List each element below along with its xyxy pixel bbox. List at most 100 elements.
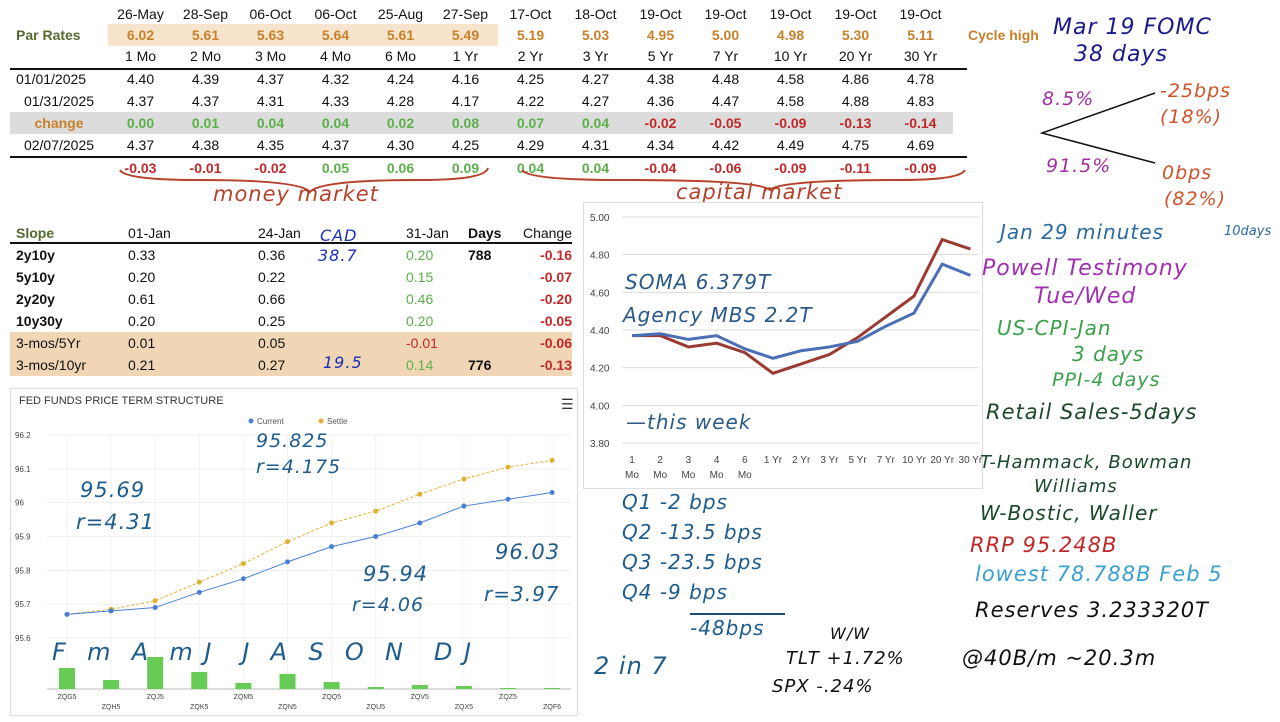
data-point-settle	[549, 457, 555, 463]
fomc-tree	[1039, 92, 1156, 164]
rate-cell: 0.04	[238, 112, 303, 134]
data-point-current	[285, 559, 290, 565]
ff-note-2: 95.825	[256, 430, 329, 452]
x-tick-label: 6	[742, 455, 748, 466]
x-tick-label: ZQV5	[411, 694, 429, 701]
rrp-note: RRP 95.248B	[970, 533, 1118, 557]
weekly-change-cell: 0.09	[451, 160, 480, 176]
data-point-current	[461, 503, 467, 509]
cycle-high-dates-row: 26-May 28-Sep 06-Oct 06-Oct 25-Aug 27-Sep 17-O…	[10, 3, 953, 25]
rate-cell: 4.40	[126, 71, 155, 87]
data-point-current	[329, 544, 335, 550]
spx-note: SPX -.24%	[772, 676, 874, 697]
rate-cell: 4.47	[711, 93, 740, 109]
slope-label: 3-mos/5Yr	[16, 335, 81, 351]
speakers-tue-note: T-Hammack, Bowman	[980, 452, 1193, 473]
x-tick-label: ZQX5	[455, 704, 473, 711]
cycle-date: 25-Aug	[377, 6, 424, 22]
powell-note: Powell Testimony	[982, 256, 1188, 281]
tenor-header: 2 Mo	[189, 48, 222, 64]
y-tick-label: 95.8	[15, 566, 31, 575]
rate-cell: 4.48	[711, 71, 740, 87]
slope-days	[468, 332, 518, 354]
rate-cell: 4.38	[191, 137, 220, 153]
data-point-current	[417, 520, 423, 526]
y-tick-label: 4.40	[590, 326, 610, 337]
pace-note: @40B/m ~20.3m	[962, 646, 1157, 670]
x-tick-label: 30 Yr	[959, 455, 983, 466]
x-tick-label-2: Mo	[710, 470, 724, 481]
row-label: 02/07/2025	[23, 137, 95, 153]
cycle-date: 17-Oct	[509, 6, 552, 22]
cycle-date: 28-Sep	[182, 6, 229, 22]
x-tick-label-2: Mo	[625, 470, 639, 481]
prob-hold-note: 91.5%	[1046, 155, 1112, 177]
rate-cell: 4.30	[386, 137, 415, 153]
row-label: 01/31/2025	[23, 93, 95, 109]
slope-label: 2y10y	[16, 247, 55, 263]
data-point-current	[152, 605, 158, 611]
ff-note-1: 95.69	[80, 478, 146, 502]
rate-cell: 4.25	[451, 137, 480, 153]
weekly-change-cell: -0.04	[644, 160, 677, 176]
volume-bar	[323, 682, 340, 689]
rate-cell: -0.02	[628, 112, 693, 134]
slope-jan01: 0.01	[128, 335, 156, 351]
slope-jan24: 0.22	[258, 269, 286, 285]
cycle-date: 18-Oct	[574, 6, 617, 22]
x-tick-label: ZQN5	[278, 704, 297, 711]
cpi-days-note: 3 days	[1072, 342, 1145, 366]
tenor-header: 1 Mo	[124, 48, 157, 64]
x-tick-label-2: Mo	[653, 470, 667, 481]
data-point-current	[373, 534, 379, 539]
legend-marker	[318, 418, 324, 424]
rate-cell: 4.58	[776, 93, 805, 109]
cad-value-note: 38.7	[318, 246, 358, 265]
chart-menu-icon[interactable]: ☰	[561, 396, 574, 412]
slope-row: 2y20y 0.61 0.66 0.46 -0.20	[10, 288, 572, 310]
slope-days	[468, 310, 518, 332]
row-label: change	[10, 112, 108, 134]
money-market-brace	[119, 167, 489, 194]
rate-cell: 4.75	[841, 137, 870, 153]
slope-jan31: 0.14	[406, 357, 434, 373]
slope-jan31: 0.15	[406, 269, 434, 285]
volume-bar	[367, 687, 384, 689]
q3-note: Q3 -23.5 bps	[622, 550, 763, 574]
rate-cell: 4.36	[646, 93, 675, 109]
minutes-note: Jan 29 minutes	[1000, 220, 1164, 244]
slope-header-cell: Change	[522, 225, 572, 241]
volume-bar	[191, 672, 208, 689]
rate-cell: 4.24	[386, 71, 415, 87]
par-rate: 5.61	[173, 24, 238, 46]
q4-note: Q4 -9 bps	[622, 580, 728, 604]
capital-market-brace	[521, 169, 966, 192]
money-market-note: money market	[213, 182, 379, 206]
data-point-current	[240, 576, 246, 582]
cpi-note: US-CPI-Jan	[997, 316, 1112, 340]
cycle-date: 19-Oct	[639, 6, 682, 22]
rrp-lowest-note: lowest 78.788B Feb 5	[975, 562, 1223, 586]
y-tick-label: 4.20	[590, 364, 610, 375]
weekly-change-cell: -0.09	[774, 160, 807, 176]
rate-cell: 4.28	[386, 93, 415, 109]
slope-label: 10y30y	[16, 313, 63, 329]
slope-jan24: 0.36	[258, 247, 286, 263]
volume-bar	[59, 668, 75, 689]
minutes-days-note: 10days	[1224, 224, 1272, 239]
data-point-current	[108, 608, 114, 614]
volume-bar	[147, 657, 164, 689]
weekly-change-cell: -0.09	[904, 160, 937, 176]
rate-cell: 0.07	[498, 112, 563, 134]
slope-change: -0.06	[540, 335, 572, 351]
slope-jan24: 0.05	[258, 335, 286, 351]
q-total-note: -48bps	[690, 616, 765, 640]
rate-cell: 0.04	[303, 112, 368, 134]
volume-bar	[411, 685, 428, 689]
row-label: 01/01/2025	[16, 71, 87, 87]
rate-cell: 4.83	[906, 93, 935, 109]
rate-cell: 4.37	[191, 93, 220, 109]
tenor-header: 5 Yr	[647, 48, 674, 64]
cycle-high-label: Cycle high	[968, 27, 1039, 43]
fed-funds-chart: FED FUNDS PRICE TERM STRUCTURE 96.2 96.1 96…	[10, 388, 578, 716]
